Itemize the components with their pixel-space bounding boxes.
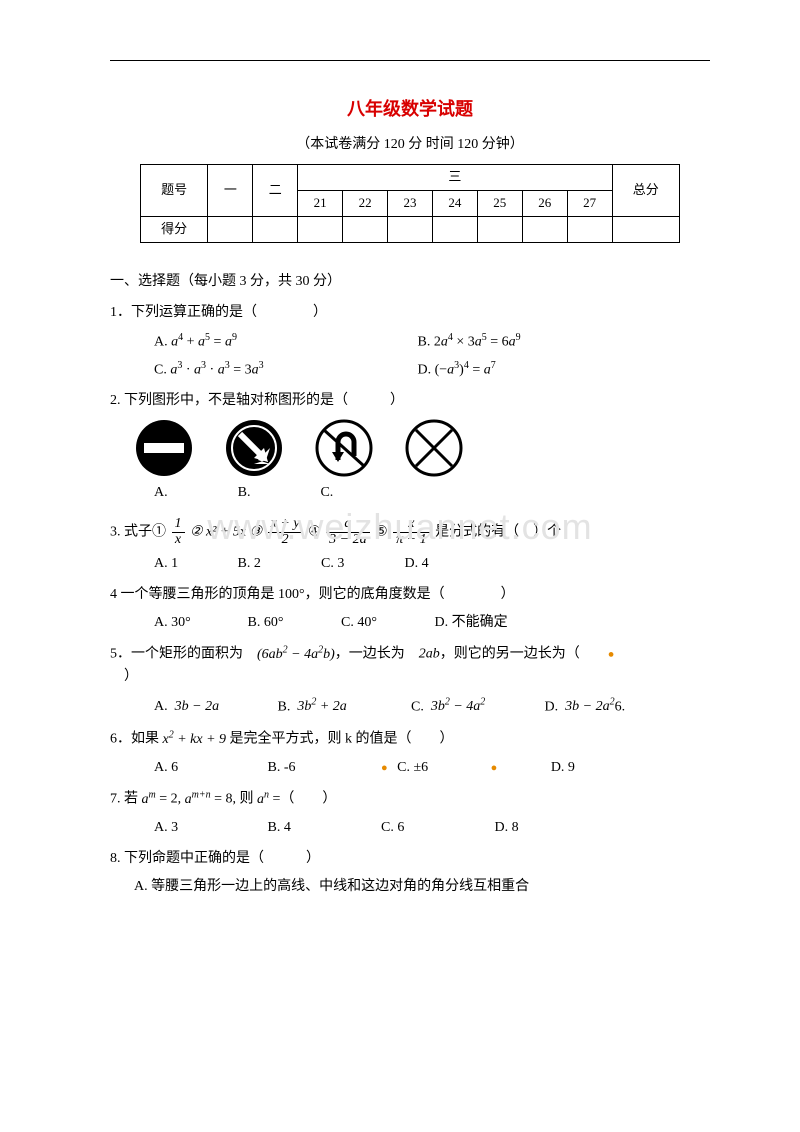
cell xyxy=(208,217,253,243)
cell xyxy=(343,217,388,243)
q4-stem: 4 一个等腰三角形的顶角是 100°，则它的底角度数是（ ） xyxy=(110,584,710,606)
q3-lead: 3. 式子① xyxy=(110,524,166,539)
q3-mid3: ⑤ xyxy=(375,524,388,539)
no-entry-icon xyxy=(134,418,194,478)
q8-A: A. 等腰三角形一边上的高线、中线和这边对角的角分线互相重合 xyxy=(134,876,710,898)
cell xyxy=(432,217,477,243)
q6-D: D. 9 xyxy=(551,757,575,779)
q2-A: A. xyxy=(154,482,168,504)
q5-D: D. 3b − 2a26. xyxy=(545,695,626,719)
th-24: 24 xyxy=(432,191,477,217)
q6-B: B. -6 xyxy=(268,757,378,779)
th-23: 23 xyxy=(388,191,433,217)
q3-options: A. 1 B. 2 C. 3 D. 4 xyxy=(154,553,710,575)
q7-D: D. 8 xyxy=(495,817,519,839)
q2-labels: A. B. C. xyxy=(154,482,710,504)
q6-A: A. 6 xyxy=(154,757,264,779)
q1-A: A. a4 + a5 = a9 xyxy=(154,330,414,354)
cell xyxy=(388,217,433,243)
q1-D: D. (−a3)4 = a7 xyxy=(418,358,496,382)
q2-C: C. xyxy=(320,482,333,504)
u-turn-icon xyxy=(314,418,374,478)
dot-icon: ● xyxy=(608,649,615,661)
q5-A: A. 3b − 2a xyxy=(154,696,274,718)
th-26: 26 xyxy=(522,191,567,217)
q7-stem: 7. 若 am = 2, am+n = 8, 则 an =（ ） xyxy=(110,787,710,811)
th-25: 25 xyxy=(477,191,522,217)
q1-C: C. a3 · a3 · a3 = 3a3 xyxy=(154,358,414,382)
q6-options: A. 6 B. -6 ● C. ±6 ● D. 9 xyxy=(154,757,710,779)
q8-stem: 8. 下列命题中正确的是（ ） xyxy=(110,848,710,870)
q2-figures xyxy=(134,418,710,478)
th-total: 总分 xyxy=(612,165,679,217)
section-1-header: 一、选择题（每小题 3 分，共 30 分） xyxy=(110,271,710,293)
q4-A: A. 30° xyxy=(154,612,244,634)
cell xyxy=(477,217,522,243)
subtitle: （本试卷满分 120 分 时间 120 分钟） xyxy=(110,134,710,156)
cross-circle-icon xyxy=(404,418,464,478)
q3-frac4: a3 − 2a xyxy=(326,517,369,547)
q3-A: A. 1 xyxy=(154,553,234,575)
table-row: 得分 xyxy=(141,217,680,243)
q1-stem: 1．下列运算正确的是（ ） xyxy=(110,302,710,324)
cell xyxy=(522,217,567,243)
q3-frac5: xπ − 1 xyxy=(393,517,429,547)
diagonal-arrow-icon xyxy=(224,418,284,478)
th-sec2: 二 xyxy=(253,165,298,217)
page-title: 八年级数学试题 xyxy=(110,95,710,124)
q5-stem: 5．一个矩形的面积为 (6ab2 − 4a2b)，一边长为 2ab，则它的另一边… xyxy=(110,642,710,688)
q4-C: C. 40° xyxy=(341,612,431,634)
q2-B: B. xyxy=(238,482,251,504)
th-number: 题号 xyxy=(141,165,208,217)
th-27: 27 xyxy=(567,191,612,217)
q4-options: A. 30° B. 60° C. 40° D. 不能确定 xyxy=(154,612,710,634)
q5-C: C. 3b2 − 4a2 xyxy=(411,695,541,719)
q3-B: B. 2 xyxy=(238,553,318,575)
q3-stem: 3. 式子① 1x ② x² + 5x ③ x + y2 ④ a3 − 2a ⑤… xyxy=(110,517,710,547)
q3-tail: 是分式的有（ ）个 xyxy=(435,524,561,539)
q3-mid1: ② x² + 5x ③ xyxy=(190,524,262,539)
dot-icon: ● xyxy=(381,762,388,774)
cell xyxy=(298,217,343,243)
th-score: 得分 xyxy=(141,217,208,243)
q6-C: C. ±6 xyxy=(397,757,487,779)
q3-frac1: 1x xyxy=(172,517,185,547)
q7-A: A. 3 xyxy=(154,817,264,839)
q2-stem: 2. 下列图形中，不是轴对称图形的是（ ） xyxy=(110,390,710,412)
table-row: 题号 一 二 三 总分 xyxy=(141,165,680,191)
cell xyxy=(253,217,298,243)
q3-mid2: ④ xyxy=(308,524,321,539)
q4-D: D. 不能确定 xyxy=(435,612,508,634)
q7-C: C. 6 xyxy=(381,817,491,839)
q1-options: A. a4 + a5 = a9 B. 2a4 × 3a5 = 6a9 C. a3… xyxy=(154,330,710,382)
q3-C: C. 3 xyxy=(321,553,401,575)
q7-B: B. 4 xyxy=(268,817,378,839)
q3-D: D. 4 xyxy=(405,553,429,575)
dot-icon: ● xyxy=(491,762,498,774)
cell xyxy=(567,217,612,243)
score-table: 题号 一 二 三 总分 21 22 23 24 25 26 27 得分 xyxy=(140,164,680,243)
th-22: 22 xyxy=(343,191,388,217)
q5-options: A. 3b − 2a B. 3b2 + 2a C. 3b2 − 4a2 D. 3… xyxy=(154,695,710,719)
q5-B: B. 3b2 + 2a xyxy=(278,695,408,719)
top-rule xyxy=(110,60,710,61)
q7-options: A. 3 B. 4 C. 6 D. 8 xyxy=(154,817,710,839)
th-sec3: 三 xyxy=(298,165,612,191)
th-21: 21 xyxy=(298,191,343,217)
cell xyxy=(612,217,679,243)
q3-frac3: x + y2 xyxy=(268,517,303,547)
q4-B: B. 60° xyxy=(248,612,338,634)
q6-stem: 6．如果 x2 + kx + 9 是完全平方式，则 k 的值是（ ） xyxy=(110,727,710,751)
q1-B: B. 2a4 × 3a5 = 6a9 xyxy=(418,330,521,354)
th-sec1: 一 xyxy=(208,165,253,217)
